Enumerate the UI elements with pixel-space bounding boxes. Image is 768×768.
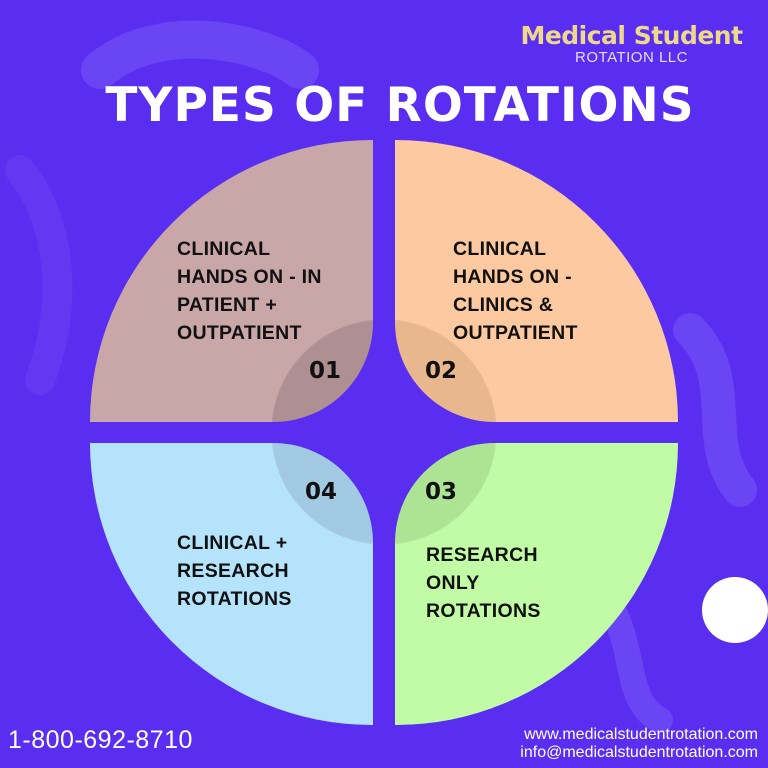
quadrant-01: CLINICAL HANDS ON - IN PATIENT + OUTPATI… — [90, 140, 373, 422]
quadrant-number: 02 — [425, 358, 458, 384]
contact-info: www.medicalstudentrotation.com info@medi… — [520, 726, 758, 762]
label-line: CLINICAL + — [177, 532, 288, 554]
label-line: ROTATIONS — [177, 588, 292, 610]
label-line: ONLY — [426, 572, 480, 594]
brand-sub: ROTATION LLC — [575, 49, 688, 66]
label-line: ROTATIONS — [426, 600, 541, 622]
quadrant-number: 04 — [305, 479, 338, 505]
quadrant-label: CLINICAL HANDS ON - IN PATIENT + OUTPATI… — [177, 235, 322, 347]
page-title: TYPES OF ROTATIONS — [105, 78, 695, 133]
quadrant-number: 03 — [425, 479, 458, 505]
decorative-circle — [702, 577, 768, 643]
label-line: CLINICAL — [453, 238, 547, 260]
label-line: HANDS ON - IN — [177, 266, 322, 288]
brand-name: Medical Student — [520, 21, 743, 50]
label-line: CLINICAL — [177, 238, 271, 260]
quadrant-number: 01 — [309, 358, 342, 384]
label-line: OUTPATIENT — [177, 322, 302, 344]
label-line: RESEARCH — [426, 544, 538, 566]
label-line: PATIENT + — [177, 294, 278, 316]
label-line: HANDS ON - — [453, 266, 572, 288]
quadrant-label: RESEARCH ONLY ROTATIONS — [426, 541, 541, 625]
quadrant-label: CLINICAL + RESEARCH ROTATIONS — [177, 529, 292, 613]
label-line: OUTPATIENT — [453, 322, 578, 344]
website-link[interactable]: www.medicalstudentrotation.com — [524, 726, 758, 743]
label-line: CLINICS & — [453, 294, 554, 316]
label-line: RESEARCH — [177, 560, 289, 582]
brand-logo: Medical Student ROTATION LLC — [509, 22, 754, 66]
email-link[interactable]: info@medicalstudentrotation.com — [520, 744, 758, 761]
phone-number[interactable]: 1-800-692-8710 — [8, 726, 193, 754]
quadrant-label: CLINICAL HANDS ON - CLINICS & OUTPATIENT — [453, 235, 578, 347]
